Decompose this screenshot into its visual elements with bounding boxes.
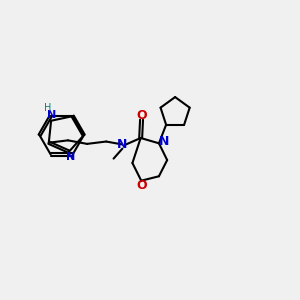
- Text: N: N: [66, 152, 75, 162]
- Text: O: O: [136, 109, 147, 122]
- Text: H: H: [44, 103, 52, 113]
- Text: N: N: [158, 135, 169, 148]
- Text: N: N: [47, 110, 56, 120]
- Text: O: O: [136, 179, 147, 193]
- Text: N: N: [117, 138, 128, 151]
